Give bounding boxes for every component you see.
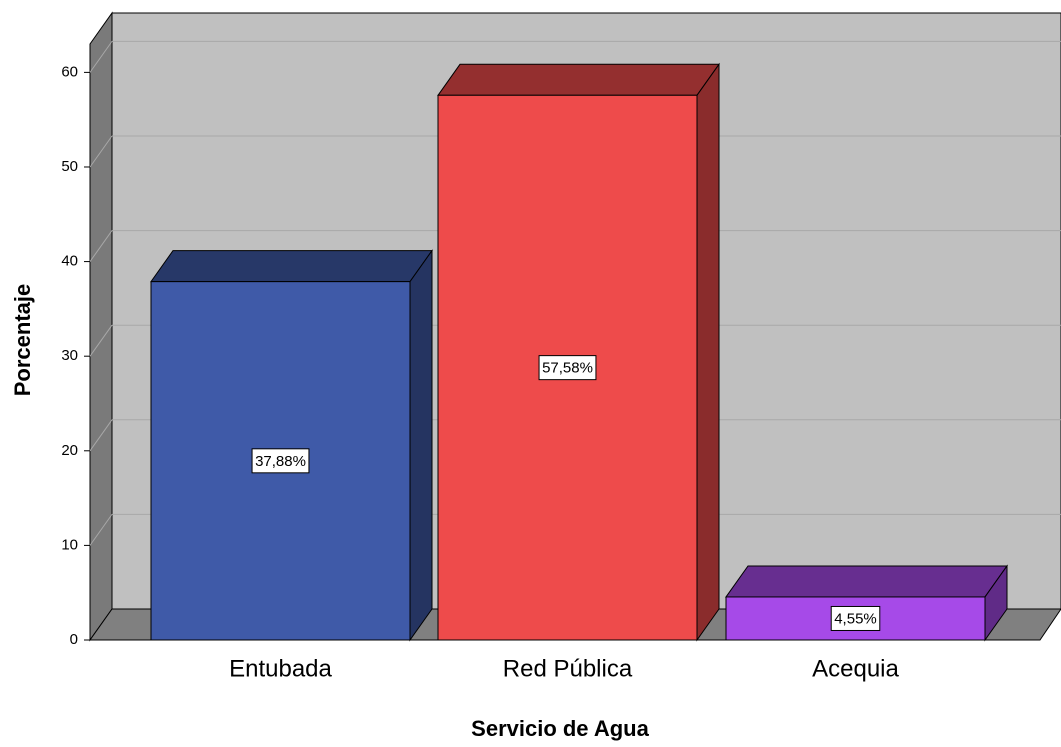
y-tick-label: 60 <box>61 63 78 80</box>
y-tick-label: 20 <box>61 442 78 459</box>
left-wall <box>89 11 113 642</box>
y-tick-label: 40 <box>61 253 78 270</box>
value-label-box <box>830 605 881 631</box>
grid-line <box>89 514 113 546</box>
value-label: 37,88% <box>255 453 306 470</box>
grid-line <box>89 324 113 357</box>
x-tick-label: Red Pública <box>503 655 633 682</box>
bar-top <box>150 250 433 283</box>
grid-line <box>89 230 113 262</box>
value-label-box <box>538 355 597 381</box>
value-label: 57,58% <box>542 360 593 377</box>
grid-line <box>89 135 113 168</box>
bar-top <box>437 63 720 96</box>
y-tick-label: 50 <box>61 158 78 175</box>
x-tick-label: Entubada <box>229 655 332 682</box>
bar-side <box>409 249 433 642</box>
bar-side <box>696 62 720 642</box>
y-tick-label: 30 <box>61 347 78 364</box>
value-label: 4,55% <box>834 610 877 627</box>
y-tick-label: 10 <box>61 536 78 553</box>
grid-line <box>89 419 113 452</box>
value-label-box <box>251 448 310 474</box>
bar <box>150 249 433 642</box>
bar-top <box>725 565 1008 598</box>
y-tick-label: 0 <box>70 631 78 648</box>
x-axis-title: Servicio de Agua <box>471 716 649 741</box>
bar <box>725 564 1008 642</box>
grid-line <box>89 41 113 73</box>
bar <box>437 62 720 642</box>
x-tick-label: Acequia <box>812 655 899 682</box>
y-axis-title: Porcentaje <box>10 284 35 397</box>
